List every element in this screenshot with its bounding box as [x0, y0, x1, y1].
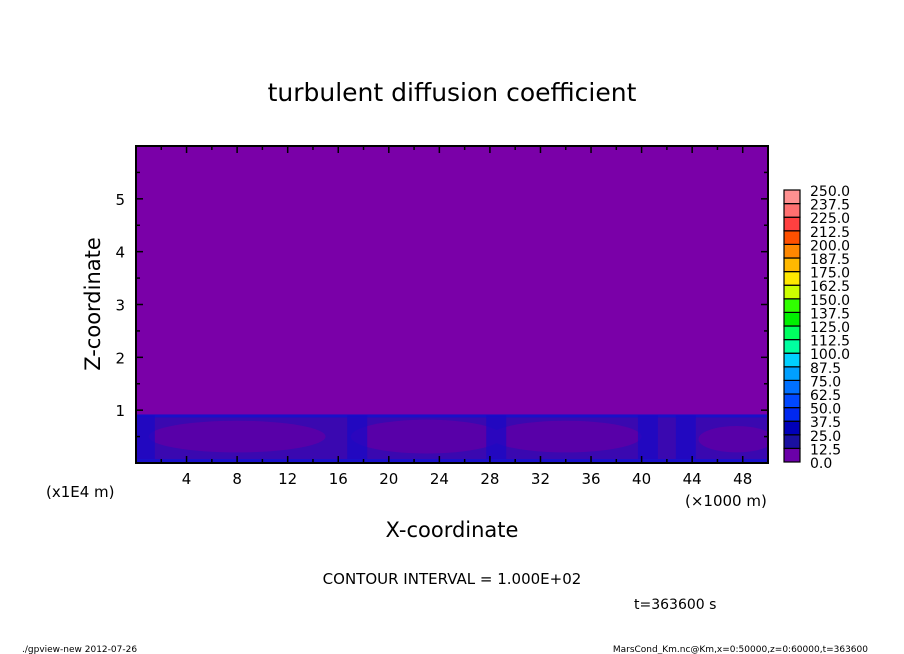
- colorbar-label: 87.5: [810, 361, 841, 377]
- colorbar-label: 187.5: [810, 252, 850, 268]
- colorbar-label: 225.0: [810, 211, 850, 227]
- colorbar-label: 175.0: [810, 266, 850, 282]
- colorbar: 0.012.525.037.550.062.575.087.5100.0112.…: [783, 184, 850, 472]
- colorbar-box: [783, 325, 801, 341]
- eddy-cell: [489, 420, 642, 453]
- x-tick-label: 16: [329, 470, 348, 488]
- colorbar-label: 112.5: [810, 334, 850, 350]
- colorbar-box: [783, 298, 801, 313]
- x-tick-label: 8: [232, 470, 242, 488]
- footer-right: MarsCond_Km.nc@Km,x=0:50000,z=0:60000,t=…: [613, 645, 868, 654]
- x-tick-label: 40: [632, 470, 651, 488]
- x-tick-label: 36: [581, 470, 600, 488]
- y-tick-label: 4: [115, 244, 125, 262]
- y-tick-label: 5: [115, 191, 125, 209]
- colorbar-box: [783, 339, 801, 354]
- colorbar-box: [783, 189, 801, 205]
- colorbar-box: [783, 393, 801, 409]
- colorbar-label: 0.0: [810, 456, 832, 472]
- y-tick-label: 2: [115, 349, 125, 367]
- colorbar-box: [783, 216, 801, 232]
- colorbar-box: [783, 379, 801, 395]
- x-unit-label: (×1000 m): [685, 492, 767, 510]
- x-tick-label: 28: [480, 470, 499, 488]
- colorbar-box: [783, 407, 801, 422]
- colorbar-label: 75.0: [810, 374, 841, 390]
- colorbar-box: [783, 434, 801, 449]
- x-tick-label: 4: [182, 470, 192, 488]
- x-axis-label: X-coordinate: [386, 518, 519, 542]
- x-tick-label: 48: [733, 470, 752, 488]
- footer-left: ./gpview-new 2012-07-26: [22, 645, 137, 654]
- colorbar-box: [783, 271, 801, 286]
- chart-title: turbulent diffusion coefficient: [268, 78, 637, 107]
- colorbar-label: 237.5: [810, 198, 850, 214]
- colorbar-box: [783, 203, 801, 218]
- updraft-column: [486, 415, 507, 463]
- colorbar-box: [783, 284, 801, 300]
- boundary-layer-top: [136, 414, 768, 418]
- colorbar-label: 12.5: [810, 442, 841, 458]
- x-tick-label: 24: [430, 470, 449, 488]
- colorbar-box: [783, 447, 801, 463]
- colorbar-box: [783, 311, 801, 327]
- updraft-column: [136, 415, 155, 463]
- x-tick-label: 12: [278, 470, 297, 488]
- colorbar-box: [783, 352, 801, 368]
- colorbar-label: 50.0: [810, 402, 841, 418]
- updraft-column: [675, 415, 696, 463]
- colorbar-label: 162.5: [810, 279, 850, 295]
- colorbar-label: 37.5: [810, 415, 841, 431]
- x-tick-label: 44: [683, 470, 702, 488]
- colorbar-label: 100.0: [810, 347, 850, 363]
- colorbar-label: 62.5: [810, 388, 841, 404]
- time-label: t=363600 s: [634, 597, 716, 613]
- updraft-column: [637, 415, 658, 463]
- surface-layer: [136, 459, 768, 463]
- field-background: [136, 146, 768, 463]
- eddy-cell: [698, 426, 768, 453]
- colorbar-label: 125.0: [810, 320, 850, 336]
- x-tick-label: 20: [379, 470, 398, 488]
- colorbar-label: 212.5: [810, 225, 850, 241]
- colorbar-box: [783, 366, 801, 381]
- colorbar-box: [783, 257, 801, 273]
- y-axis-label: Z-coordinate: [81, 237, 105, 371]
- colorbar-label: 137.5: [810, 306, 850, 322]
- colorbar-label: 200.0: [810, 238, 850, 254]
- y-tick-label: 1: [115, 402, 125, 420]
- colorbar-box: [783, 243, 801, 259]
- updraft-column: [347, 415, 368, 463]
- colorbar-label: 150.0: [810, 293, 850, 309]
- eddy-cell: [148, 420, 326, 453]
- eddy-cell: [350, 419, 503, 454]
- contour-interval-label: CONTOUR INTERVAL = 1.000E+02: [323, 570, 582, 588]
- colorbar-label: 25.0: [810, 429, 841, 445]
- y-tick-label: 3: [115, 297, 125, 315]
- colorbar-box: [783, 420, 801, 436]
- contour-field: [136, 146, 768, 463]
- y-unit-label: (x1E4 m): [46, 483, 115, 501]
- colorbar-box: [783, 230, 801, 246]
- x-tick-label: 32: [531, 470, 550, 488]
- colorbar-label: 250.0: [810, 184, 850, 200]
